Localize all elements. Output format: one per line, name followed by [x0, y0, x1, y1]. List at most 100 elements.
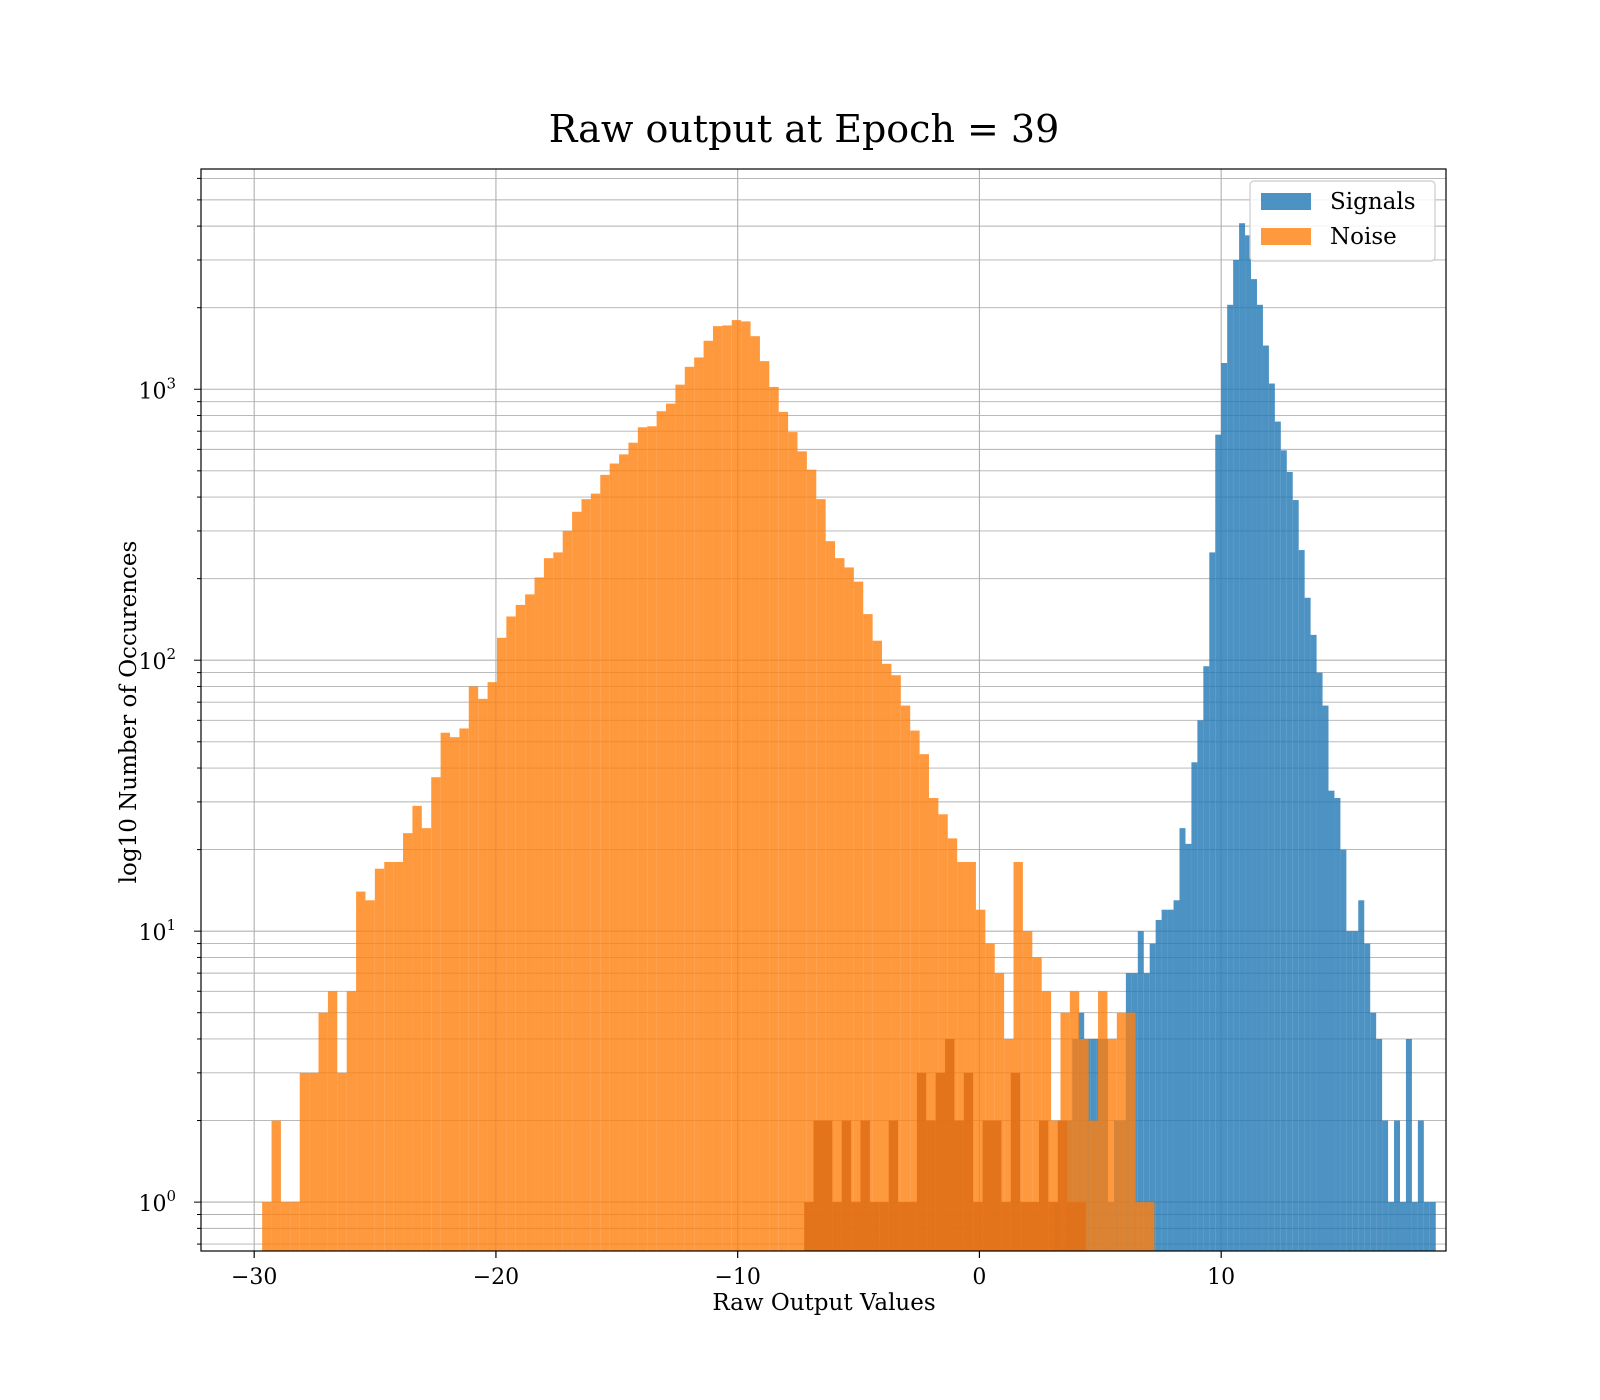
histogram-bar [769, 386, 779, 1251]
histogram-bar [365, 900, 375, 1251]
y-tick-exponent: 0 [166, 1187, 176, 1205]
histogram-bar [1116, 1012, 1127, 1251]
histogram-bar [1135, 1202, 1145, 1251]
histogram-bar [609, 463, 620, 1251]
histogram-bar [1067, 1202, 1077, 1251]
histogram-bar [412, 805, 422, 1251]
histogram-bar [1149, 943, 1156, 1251]
histogram-bar [1126, 1012, 1136, 1251]
histogram-bar [788, 432, 798, 1251]
y-tick-label: 102 [138, 645, 176, 675]
histogram-bar [534, 577, 544, 1251]
histogram-bar [1388, 1202, 1395, 1251]
histogram-bar [722, 325, 732, 1251]
histogram-bar [1203, 666, 1210, 1251]
y-tick-exponent: 1 [166, 916, 176, 934]
histogram-bar [1143, 973, 1150, 1251]
histogram-bar [1209, 552, 1216, 1251]
histogram-bar [450, 737, 460, 1251]
histogram-bar [572, 511, 582, 1251]
histogram-bar [1048, 1202, 1058, 1251]
histogram-bar [1001, 1202, 1011, 1251]
histogram-bar [985, 943, 995, 1251]
histogram-bar [1417, 1120, 1424, 1251]
histogram-bar [327, 991, 338, 1251]
histogram-bar [1167, 909, 1174, 1251]
y-tick-base: 10 [138, 1192, 166, 1217]
histogram-bar [1280, 450, 1287, 1252]
legend-swatch-signals [1261, 193, 1311, 210]
histogram-bar [851, 1202, 861, 1251]
x-tick-label: 10 [1207, 1265, 1235, 1290]
histogram-bar [1010, 1072, 1021, 1251]
histogram-bar [600, 474, 610, 1251]
legend-label-noise: Noise [1330, 224, 1397, 250]
histogram-bar [309, 1072, 319, 1251]
histogram-bar [656, 411, 667, 1251]
histogram-bar [963, 1072, 974, 1251]
histogram-bar [1227, 304, 1234, 1251]
histogram-bar [525, 594, 535, 1251]
histogram-bar [898, 1202, 908, 1251]
y-tick-label: 100 [138, 1187, 176, 1217]
histogram-bar [1057, 1120, 1068, 1251]
histogram-bar [1274, 421, 1281, 1251]
y-tick-base: 10 [138, 379, 166, 404]
x-tick-label: −20 [473, 1265, 519, 1290]
histogram-bar [1256, 304, 1263, 1251]
histogram-bar [778, 411, 789, 1251]
histogram-bar [1029, 1202, 1039, 1251]
histogram-bar [1185, 843, 1192, 1251]
histogram-bar [1245, 235, 1252, 1252]
histogram-bar [1137, 931, 1144, 1251]
y-tick-base: 10 [138, 921, 166, 946]
histogram-bar [982, 1120, 992, 1251]
histogram-bar [1161, 909, 1168, 1251]
histogram-bar [1298, 550, 1305, 1251]
histogram-bar [804, 1202, 814, 1251]
histogram-bar [647, 426, 657, 1251]
histogram-bar [994, 973, 1005, 1251]
plot-frame [200, 168, 1447, 1252]
histogram-bar [1079, 1038, 1089, 1251]
histogram-bar [945, 1038, 955, 1251]
histogram-bar [478, 698, 488, 1251]
histogram-bar [280, 1202, 291, 1251]
histogram-bar [879, 1202, 889, 1251]
histogram-bar [1191, 762, 1198, 1251]
histogram-bar [1098, 991, 1108, 1251]
x-tick-label: −10 [714, 1265, 760, 1290]
histogram-bar [393, 861, 404, 1251]
legend: Signals Noise [1249, 180, 1436, 262]
histogram-bar [860, 1120, 870, 1251]
histogram-bar [1304, 597, 1311, 1251]
histogram-bar [750, 336, 760, 1251]
histogram-bar [841, 1120, 852, 1251]
histogram-bar [1376, 1038, 1383, 1251]
histogram-bar [1382, 1120, 1389, 1251]
histogram-bar [1405, 1038, 1412, 1251]
y-tick-base: 10 [138, 650, 166, 675]
histogram-bar [703, 340, 713, 1251]
histogram-bar [1262, 345, 1269, 1251]
histogram-bar [299, 1072, 310, 1251]
histogram-bar [590, 493, 601, 1252]
histogram-bar [1038, 1120, 1049, 1251]
histogram-bar [1069, 991, 1080, 1251]
histogram-bar [1423, 1202, 1430, 1251]
histogram-bar [966, 861, 976, 1251]
y-tick-label: 103 [138, 374, 176, 404]
histogram-bar [1013, 861, 1023, 1251]
histogram-bar [900, 705, 911, 1251]
histogram-bar [926, 1120, 936, 1251]
histogram-bar [553, 552, 563, 1251]
histogram-bar [496, 637, 507, 1251]
histogram-bar [1346, 931, 1353, 1251]
y-axis-label: log10 Number of Occurences [116, 541, 142, 884]
histogram-bar [628, 442, 638, 1251]
histogram-bar [832, 1202, 842, 1251]
histogram-bar [813, 1120, 823, 1251]
histogram-bar [562, 530, 573, 1251]
legend-label-signals: Signals [1330, 189, 1416, 215]
